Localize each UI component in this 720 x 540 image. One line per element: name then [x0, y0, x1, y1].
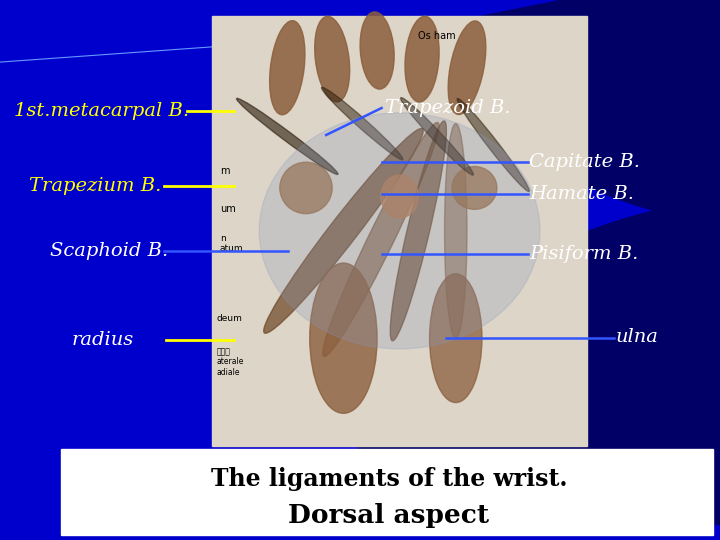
- Text: The ligaments of the wrist.: The ligaments of the wrist.: [210, 467, 567, 491]
- Wedge shape: [347, 199, 720, 529]
- Ellipse shape: [390, 121, 446, 341]
- Text: Capitate B.: Capitate B.: [529, 153, 640, 171]
- Ellipse shape: [269, 21, 305, 115]
- Ellipse shape: [405, 16, 439, 102]
- Ellipse shape: [452, 166, 497, 210]
- Text: ulna: ulna: [616, 328, 659, 347]
- Ellipse shape: [400, 98, 474, 175]
- Ellipse shape: [259, 113, 540, 349]
- Text: 刎刎帯
aterale
adiale: 刎刎帯 aterale adiale: [216, 347, 243, 377]
- Ellipse shape: [264, 129, 423, 333]
- Bar: [61, 449, 713, 535]
- Ellipse shape: [310, 263, 377, 413]
- Text: Trapezium B.: Trapezium B.: [29, 177, 161, 195]
- Text: Pisiform B.: Pisiform B.: [529, 245, 639, 263]
- Ellipse shape: [315, 16, 350, 102]
- Ellipse shape: [360, 12, 394, 89]
- Text: Scaphoid B.: Scaphoid B.: [50, 242, 168, 260]
- Text: deum: deum: [216, 314, 242, 323]
- Ellipse shape: [280, 162, 332, 214]
- Text: m: m: [220, 166, 230, 176]
- Ellipse shape: [321, 87, 403, 160]
- Text: n
atum: n atum: [220, 234, 243, 253]
- Text: Hamate B.: Hamate B.: [529, 185, 634, 204]
- Text: radius: radius: [72, 331, 134, 349]
- Ellipse shape: [444, 124, 467, 338]
- Text: Dorsal aspect: Dorsal aspect: [288, 503, 490, 528]
- Text: um: um: [220, 204, 235, 214]
- Ellipse shape: [457, 98, 529, 192]
- Ellipse shape: [448, 21, 486, 114]
- Bar: [212, 16, 587, 445]
- Text: 1st.metacarpal B.: 1st.metacarpal B.: [14, 102, 189, 120]
- Ellipse shape: [237, 98, 338, 174]
- Wedge shape: [430, 0, 720, 227]
- Text: Trapezoid B.: Trapezoid B.: [385, 99, 510, 117]
- Text: Os ham: Os ham: [418, 31, 456, 41]
- Ellipse shape: [430, 274, 482, 403]
- Ellipse shape: [381, 175, 418, 218]
- Ellipse shape: [323, 123, 439, 356]
